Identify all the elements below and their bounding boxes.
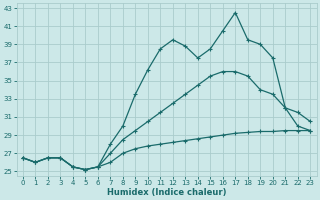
X-axis label: Humidex (Indice chaleur): Humidex (Indice chaleur) — [107, 188, 226, 197]
